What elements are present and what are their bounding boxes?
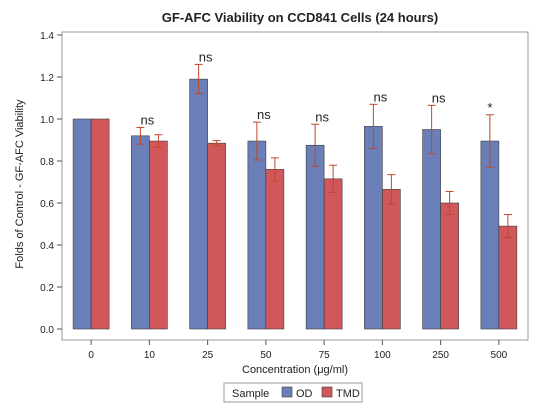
bar-od [305, 144, 325, 330]
bar-tmd [323, 178, 343, 330]
bar-tmd [207, 142, 226, 330]
significance-label: * [487, 100, 492, 115]
x-tick-label: 250 [432, 350, 449, 361]
y-tick-label: 0.2 [40, 283, 54, 294]
y-tick-label: 0.6 [40, 199, 54, 210]
chart-title: GF-AFC Viability on CCD841 Cells (24 hou… [162, 10, 438, 25]
bar-tmd [498, 225, 518, 330]
x-tick-label: 50 [260, 350, 272, 361]
x-tick-label: 100 [374, 350, 391, 361]
legend-title: Sample [232, 388, 269, 400]
bar-tmd [90, 118, 110, 330]
bar-od [247, 140, 267, 330]
bar-tmd [382, 189, 401, 330]
bar-tmd [265, 169, 285, 330]
significance-label: ns [199, 49, 213, 64]
bar-od [422, 129, 441, 330]
bar-od [189, 78, 208, 330]
bar-tmd [440, 202, 459, 330]
x-tick-label: 0 [88, 350, 94, 361]
legend: Sample OD TMD [223, 382, 363, 403]
annotations: ns ns ns ns ns ns * [141, 49, 493, 127]
bar-od [364, 126, 383, 330]
y-tick-label: 1.2 [40, 73, 54, 84]
significance-label: ns [141, 112, 155, 127]
plot-frame [61, 31, 529, 341]
axes: 0.0 0.2 0.4 0.6 0.8 1.0 1.2 1.4 0 10 25 50 75 100 250 5… [40, 31, 508, 361]
bar-od [72, 118, 92, 330]
error-bars [136, 63, 512, 239]
y-axis-label: Folds of Control - GF-AFC Viability [14, 99, 26, 269]
legend-swatch-tmd [321, 386, 333, 398]
y-tick-label: 0.8 [40, 157, 54, 168]
bars [72, 78, 518, 330]
x-tick-label: 500 [491, 350, 508, 361]
y-tick-label: 0.4 [40, 241, 54, 252]
bar-od [131, 135, 150, 330]
x-tick-label: 25 [202, 350, 214, 361]
significance-label: ns [432, 90, 446, 105]
legend-swatch-od [281, 386, 293, 398]
y-tick-label: 1.4 [40, 31, 54, 42]
x-tick-label: 10 [144, 350, 156, 361]
legend-label-od: OD [296, 388, 313, 400]
bar-tmd [149, 140, 168, 330]
y-tick-label: 0.0 [40, 325, 54, 336]
significance-label: ns [257, 107, 271, 122]
significance-label: ns [315, 109, 329, 124]
x-tick-label: 75 [319, 350, 331, 361]
x-axis-label: Concentration (μg/ml) [242, 364, 348, 376]
y-tick-label: 1.0 [40, 115, 54, 126]
significance-label: ns [374, 89, 388, 104]
legend-frame [223, 382, 363, 403]
bar-od [480, 140, 500, 330]
legend-label-tmd: TMD [336, 388, 360, 400]
